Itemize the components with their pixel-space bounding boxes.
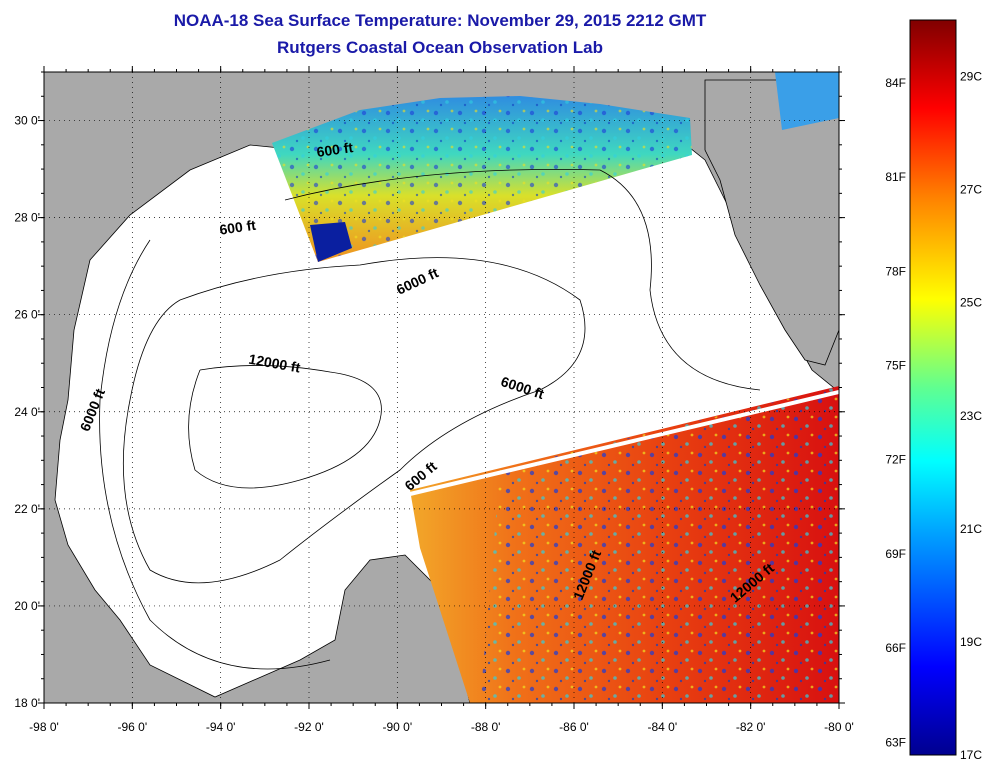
lat-tick-label: 24 0' <box>14 405 40 419</box>
colorbar-fahrenheit-label: 78F <box>885 264 906 278</box>
lat-tick-label: 20 0' <box>14 599 40 613</box>
colorbar-celsius-label: 25C <box>960 296 982 310</box>
contour-12000ft <box>188 365 382 489</box>
colorbar-fahrenheit-label: 84F <box>885 76 906 90</box>
colorbar-celsius-label: 23C <box>960 409 982 423</box>
lon-tick-label: -84 0' <box>648 720 678 734</box>
colorbar-fahrenheit-label: 66F <box>885 641 906 655</box>
lon-tick-label: -82 0' <box>736 720 766 734</box>
colorbar-celsius-label: 17C <box>960 748 982 762</box>
lon-tick-label: -98 0' <box>29 720 59 734</box>
colorbar-celsius-label: 21C <box>960 522 982 536</box>
colorbar-fahrenheit-label: 72F <box>885 453 906 467</box>
graticule <box>44 72 839 703</box>
lon-tick-label: -88 0' <box>471 720 501 734</box>
colorbar <box>909 19 957 756</box>
sst-swath-south-speckle <box>480 386 839 703</box>
florida-peninsula <box>704 79 839 366</box>
colorbar-fahrenheit-label: 63F <box>885 735 906 749</box>
sst-swath-north-cold-patch <box>310 222 352 262</box>
sst-swath-northeast <box>775 72 839 130</box>
contour-label: 600 ft <box>316 139 355 160</box>
colorbar-celsius-label: 29C <box>960 70 982 84</box>
sst-swath-north-speckle <box>272 96 692 262</box>
lon-tick-label: -80 0' <box>824 720 854 734</box>
lat-tick-label: 30 0' <box>14 114 40 128</box>
axis-ticks: -98 0' -96 0' -94 0' -92 0' -90 0' -88 0' -86 … <box>14 66 854 734</box>
lon-tick-label: -94 0' <box>206 720 236 734</box>
lon-tick-label: -92 0' <box>294 720 324 734</box>
contour-600ft <box>99 168 761 670</box>
colorbar-celsius-label: 27C <box>960 183 982 197</box>
contour-label: 600 ft <box>218 217 257 238</box>
lat-tick-label: 28 0' <box>14 211 40 225</box>
colorbar-fahrenheit-label: 81F <box>885 170 906 184</box>
map-subtitle: Rutgers Coastal Ocean Observation Lab <box>277 38 603 57</box>
colorbar-celsius-label: 19C <box>960 635 982 649</box>
lon-tick-label: -96 0' <box>118 720 148 734</box>
colorbar-fahrenheit-label: 75F <box>885 359 906 373</box>
lat-tick-label: 22 0' <box>14 502 40 516</box>
contour-6000ft <box>122 257 586 584</box>
colorbar-labels: 29C 27C 25C 23C 21C 19C 17C 84F 81F 78F 75F 72F 69F 6… <box>885 70 982 762</box>
lon-tick-label: -90 0' <box>383 720 413 734</box>
map-title: NOAA-18 Sea Surface Temperature: Novembe… <box>173 11 707 30</box>
lat-tick-label: 26 0' <box>14 308 40 322</box>
swath-gap-line <box>409 390 839 496</box>
lon-tick-label: -86 0' <box>559 720 589 734</box>
colorbar-fahrenheit-label: 69F <box>885 547 906 561</box>
lat-tick-label: 18 0' <box>14 696 40 710</box>
